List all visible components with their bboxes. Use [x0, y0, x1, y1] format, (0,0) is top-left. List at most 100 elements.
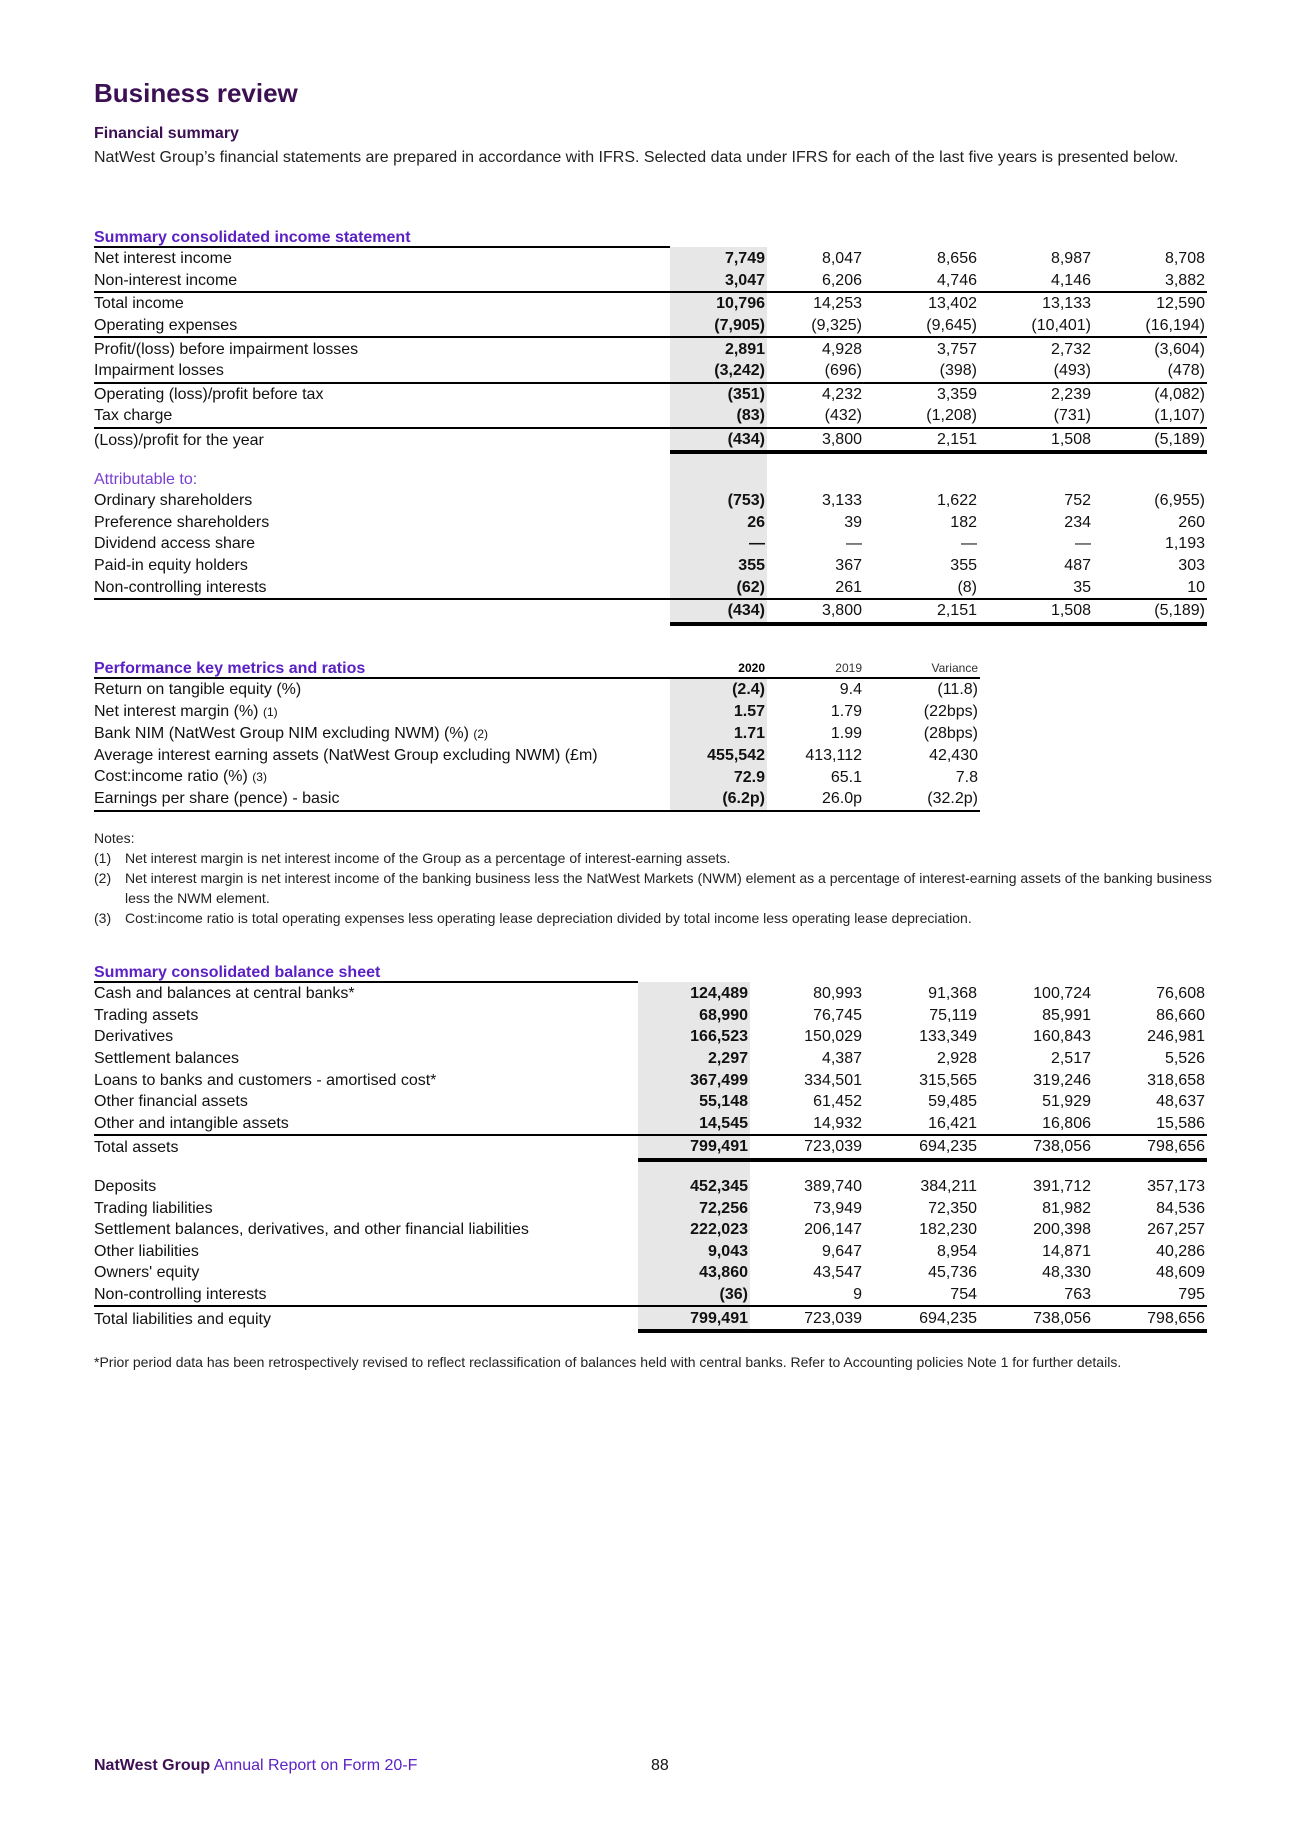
- value-cell: 384,211: [920, 1178, 977, 1196]
- table-row: (434) 3,800 2,151 1,508 (5,189): [94, 598, 1207, 626]
- table-row: Other and intangible assets 14,545 14,932 1…: [94, 1112, 1207, 1137]
- value-cell: (1,107): [1093, 405, 1207, 429]
- value-cell: (7,905): [670, 314, 767, 339]
- value-cell: 16,421: [864, 1112, 979, 1137]
- table-row: Average interest earning assets (NatWest…: [94, 744, 980, 767]
- value-cell: 14,932: [750, 1112, 864, 1137]
- row-label: Settlement balances: [94, 1050, 239, 1068]
- value-cell: 48,330: [1042, 1264, 1091, 1282]
- column-header: Variance: [864, 660, 980, 679]
- value-cell: 413,112: [805, 746, 862, 764]
- note-key: (2): [94, 870, 112, 886]
- value-cell: 16,806: [979, 1112, 1093, 1137]
- value-cell: 13,133: [1042, 295, 1091, 313]
- value-cell: 75,119: [929, 1006, 977, 1024]
- row-label: Cash and balances at central banks*: [94, 985, 355, 1003]
- table-row: Operating expenses (7,905) (9,325) (9,645)(…: [94, 314, 1207, 339]
- row-label: Operating (loss)/profit before tax: [94, 385, 324, 403]
- value-cell: 267,257: [1147, 1221, 1205, 1239]
- table-row: Deposits 452,345 389,740 384,211 391,712 357,…: [94, 1175, 1207, 1198]
- value-cell: 206,147: [804, 1221, 862, 1239]
- table-row: Operating (loss)/profit before tax (351) 4…: [94, 382, 1207, 406]
- value-cell: (9,645): [864, 314, 979, 339]
- value-cell: 2,151: [864, 427, 979, 455]
- value-cell: (696): [767, 359, 864, 384]
- value-cell: 3,800: [767, 427, 864, 455]
- value-cell: 799,491: [638, 1306, 750, 1333]
- balance-sheet-table: Summary consolidated balance sheet Cash a…: [94, 947, 1207, 1333]
- table-row: Loans to banks and customers - amortised…: [94, 1069, 1207, 1091]
- table-header-row: Performance key metrics and ratios 2020 20…: [94, 660, 980, 679]
- table-row: Cost:income ratio (%) (3) 72.9 65.1 7.8: [94, 766, 980, 789]
- value-cell: 3,047: [670, 269, 767, 294]
- value-cell: 182,230: [919, 1221, 977, 1239]
- table-row: Dividend access share — — — — 1,193: [94, 533, 1207, 555]
- value-cell: 5,526: [1164, 1050, 1205, 1068]
- value-cell: 694,235: [864, 1306, 979, 1333]
- row-label: Return on tangible equity (%): [94, 681, 302, 699]
- value-cell: 795: [1093, 1283, 1207, 1308]
- table-row: Other financial assets 55,148 61,452 59,485…: [94, 1090, 1207, 1113]
- value-cell: (2.4): [670, 678, 767, 701]
- value-cell: 8,987: [1050, 249, 1091, 267]
- value-cell: 61,452: [813, 1093, 862, 1111]
- value-cell: 91,368: [928, 984, 977, 1002]
- row-label: Average interest earning assets (NatWest…: [94, 746, 598, 764]
- value-cell: (16,194): [1093, 314, 1207, 339]
- value-cell: 357,173: [1147, 1178, 1205, 1196]
- value-cell: 260: [1178, 513, 1205, 531]
- value-cell: (1,208): [864, 405, 979, 429]
- value-cell: 81,982: [1042, 1199, 1091, 1217]
- table-row: Paid-in equity holders 355 367 355 487 303: [94, 554, 1207, 577]
- value-cell: 200,398: [1033, 1221, 1091, 1239]
- footer-brand: NatWest Group: [94, 1757, 211, 1774]
- value-cell: 319,246: [1033, 1071, 1091, 1089]
- value-cell: (753): [670, 489, 767, 512]
- table-row: Earnings per share (pence) - basic (6.2p)…: [94, 788, 980, 812]
- table-header-row: [94, 947, 1207, 964]
- value-cell: 4,928: [821, 340, 862, 358]
- note-item: (3) Cost:income ratio is total operating …: [94, 908, 1214, 928]
- value-cell: 43,860: [638, 1262, 750, 1284]
- value-cell: 752: [1064, 492, 1091, 510]
- note-key: (3): [94, 910, 112, 926]
- value-cell: 2,732: [1050, 340, 1091, 358]
- value-cell: 234: [1064, 513, 1091, 531]
- value-cell: 261: [767, 576, 864, 600]
- table-row: Trading liabilities 72,256 73,949 72,350 81,…: [94, 1197, 1207, 1219]
- value-cell: (28bps): [923, 725, 978, 743]
- row-label: Non-controlling interests: [94, 576, 670, 600]
- value-cell: 763: [979, 1283, 1093, 1308]
- value-cell: —: [961, 535, 977, 553]
- table-heading: Performance key metrics and ratios: [94, 660, 670, 679]
- value-cell: (5,189): [1093, 427, 1207, 455]
- value-cell: 160,843: [1033, 1028, 1091, 1046]
- value-cell: 51,929: [1042, 1093, 1091, 1111]
- value-cell: 72,350: [928, 1199, 977, 1217]
- table-row: Total liabilities and equity 799,491 723,0…: [94, 1306, 1207, 1333]
- value-cell: 12,590: [1156, 295, 1205, 313]
- value-cell: 10,796: [670, 292, 767, 315]
- value-cell: 45,736: [928, 1264, 977, 1282]
- value-cell: 15,586: [1093, 1112, 1207, 1137]
- value-cell: 13,402: [928, 295, 977, 313]
- value-cell: (398): [864, 359, 979, 384]
- value-cell: (10,401): [979, 314, 1093, 339]
- value-cell: 65.1: [830, 768, 862, 786]
- value-cell: 3,133: [821, 492, 862, 510]
- footnote-marker: (2): [473, 726, 489, 741]
- column-header: 2020: [670, 660, 767, 679]
- value-cell: 84,536: [1156, 1199, 1205, 1217]
- balance-sheet-footnote: *Prior period data has been retrospectiv…: [94, 1354, 1122, 1370]
- value-cell: 42,430: [929, 746, 978, 764]
- note-item: (2) Net interest margin is net interest i…: [94, 868, 1214, 908]
- value-cell: (6,955): [1154, 492, 1205, 510]
- note-item: (1) Net interest margin is net interest i…: [94, 848, 1214, 868]
- spacer: [638, 1159, 750, 1176]
- value-cell: (731): [979, 405, 1093, 429]
- page-title: Business review: [94, 78, 298, 108]
- value-cell: 1,193: [1164, 535, 1205, 553]
- spacer: [94, 452, 670, 468]
- value-cell: —: [1075, 535, 1091, 553]
- value-cell: 4,387: [821, 1050, 862, 1068]
